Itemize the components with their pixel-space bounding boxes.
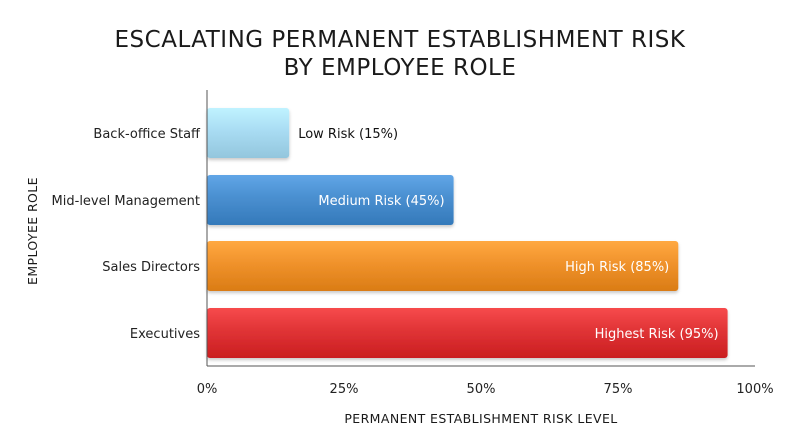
chart-title-line: ESCALATING PERMANENT ESTABLISHMENT RISK (115, 27, 686, 53)
y-axis-title: EMPLOYEE ROLE (25, 177, 40, 285)
bar-data-label: High Risk (85%) (565, 260, 669, 275)
axes (206, 90, 755, 367)
bar-data-label: Low Risk (15%) (298, 127, 398, 142)
x-axis-title: PERMANENT ESTABLISHMENT RISK LEVEL (344, 411, 617, 426)
bar-data-label: Medium Risk (45%) (318, 194, 444, 209)
bar-executives (207, 308, 728, 358)
chart-title-line: BY EMPLOYEE ROLE (284, 55, 517, 81)
category-labels: Back-office Staff Mid-level Management Sal… (52, 127, 201, 342)
category-label: Mid-level Management (52, 194, 200, 209)
bar-mid-level-management (207, 175, 454, 225)
category-label: Back-office Staff (93, 127, 201, 142)
category-label: Sales Directors (102, 260, 200, 275)
bars: Low Risk (15%) Medium Risk (45%) High Risk… (207, 108, 728, 358)
bar-sales-directors (207, 241, 679, 291)
category-label: Executives (130, 327, 200, 342)
x-tick-label: 50% (467, 382, 496, 397)
chart-title: ESCALATING PERMANENT ESTABLISHMENT RISKB… (115, 27, 686, 81)
bar-data-label: Highest Risk (95%) (595, 327, 719, 342)
x-tick-label: 25% (330, 382, 359, 397)
x-tick-label: 100% (736, 382, 773, 397)
x-tick-label: 0% (197, 382, 218, 397)
bar-back-office-staff (207, 108, 290, 158)
x-tick-label: 75% (604, 382, 633, 397)
x-tick-labels: 0% 25% 50% 75% 100% (197, 382, 774, 397)
